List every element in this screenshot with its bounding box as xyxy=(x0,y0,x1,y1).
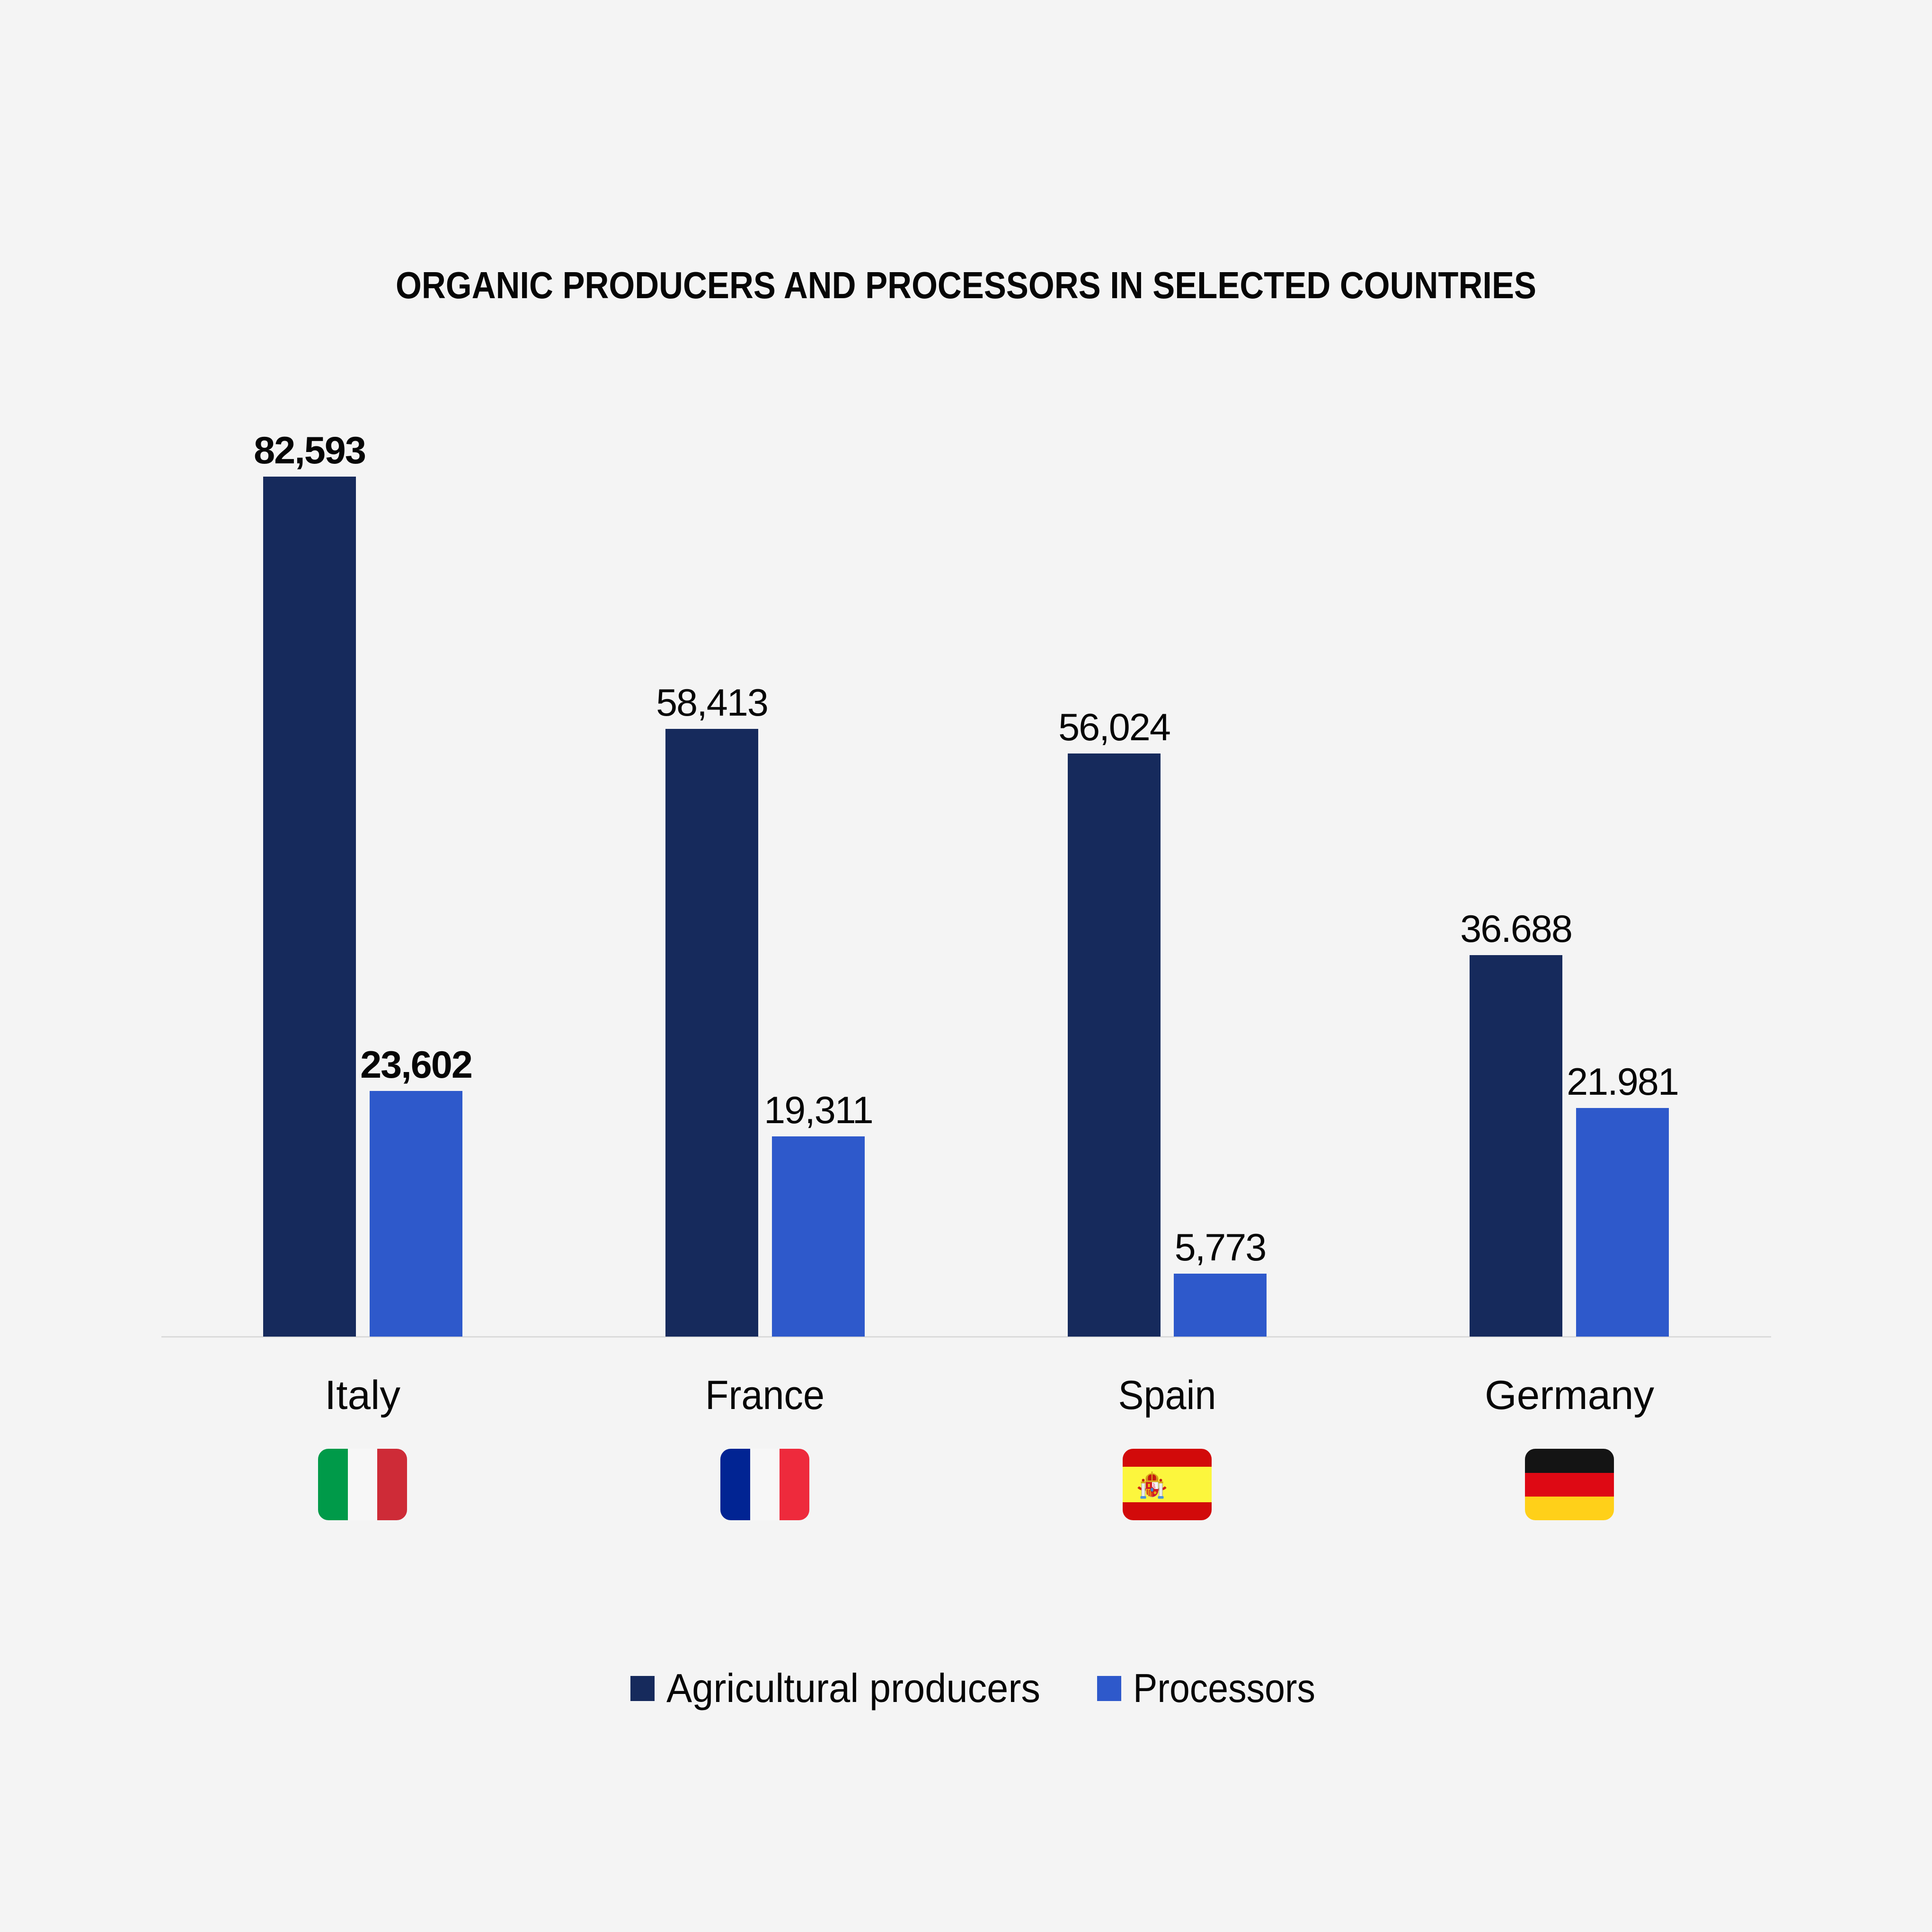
svg-text:Agricultural producers: Agricultural producers xyxy=(666,1666,1040,1711)
svg-text:Italy: Italy xyxy=(325,1373,400,1418)
svg-text:Spain: Spain xyxy=(1118,1373,1216,1418)
svg-text:Processors: Processors xyxy=(1133,1666,1315,1711)
svg-text:5,773: 5,773 xyxy=(1175,1226,1266,1269)
svg-text:ORGANIC PRODUCERS AND PROCESSO: ORGANIC PRODUCERS AND PROCESSORS IN SELE… xyxy=(396,264,1536,306)
svg-text:Germany: Germany xyxy=(1485,1373,1654,1418)
svg-text:France: France xyxy=(705,1373,824,1418)
svg-text:21.981: 21.981 xyxy=(1567,1061,1678,1103)
svg-text:23,602: 23,602 xyxy=(360,1044,472,1086)
svg-text:19,311: 19,311 xyxy=(764,1089,873,1132)
svg-text:82,593: 82,593 xyxy=(254,429,365,472)
svg-text:36.688: 36.688 xyxy=(1460,908,1572,950)
svg-text:58,413: 58,413 xyxy=(656,682,768,724)
svg-text:56,024: 56,024 xyxy=(1058,706,1170,749)
